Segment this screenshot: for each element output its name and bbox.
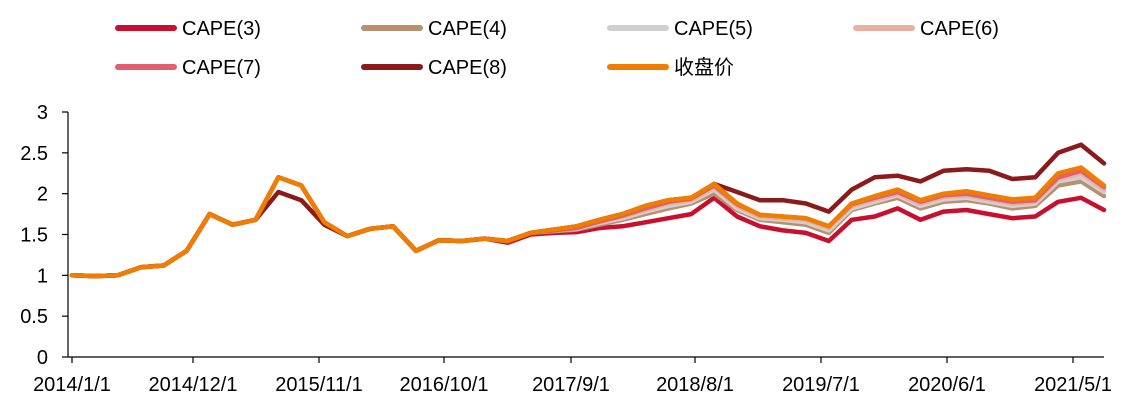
y-tick-label: 0 xyxy=(37,347,48,369)
series-line-6 xyxy=(69,165,1107,279)
legend-label: CAPE(6) xyxy=(920,18,999,40)
x-tick-label: 2014/12/1 xyxy=(149,374,238,396)
y-tick-label: 2.5 xyxy=(20,143,48,165)
legend-label: CAPE(8) xyxy=(428,57,507,79)
x-tick-label: 2019/7/1 xyxy=(782,374,860,396)
x-tick-label: 2017/9/1 xyxy=(532,374,610,396)
legend-label: CAPE(4) xyxy=(428,18,507,40)
y-tick-label: 1.5 xyxy=(20,225,48,247)
legend-item: 收盘价 xyxy=(607,56,734,79)
legend: CAPE(3) CAPE(4) CAPE(5) CAPE(6) CAPE(7) CAPE(… xyxy=(115,18,999,79)
legend-item: CAPE(5) xyxy=(607,18,753,40)
chart-axes: 0 0.5 1 1.5 2 2.5 3 2014/1/1 2014/12/1 2015/11/1 2… xyxy=(20,102,1112,396)
x-tick-label: 2015/11/1 xyxy=(275,374,363,396)
x-tick-label: 2021/5/1 xyxy=(1034,374,1112,396)
chart-series xyxy=(69,142,1107,279)
legend-item: CAPE(4) xyxy=(361,18,507,40)
legend-label: CAPE(3) xyxy=(182,18,261,40)
legend-item: CAPE(8) xyxy=(361,57,507,79)
x-tick-label: 2018/8/1 xyxy=(656,374,734,396)
x-tick-label: 2016/10/1 xyxy=(400,374,489,396)
legend-item: CAPE(6) xyxy=(853,18,999,40)
y-tick-label: 0.5 xyxy=(20,306,48,328)
x-tick-label: 2020/6/1 xyxy=(908,374,986,396)
y-tick-label: 1 xyxy=(37,265,48,287)
legend-label: CAPE(7) xyxy=(182,57,261,79)
y-tick-label: 2 xyxy=(37,184,48,206)
x-tick-label: 2014/1/1 xyxy=(33,374,111,396)
legend-item: CAPE(3) xyxy=(115,18,261,40)
legend-item: CAPE(7) xyxy=(115,57,261,79)
legend-label: 收盘价 xyxy=(674,56,734,79)
y-tick-label: 3 xyxy=(37,102,48,124)
legend-label: CAPE(5) xyxy=(674,18,753,40)
